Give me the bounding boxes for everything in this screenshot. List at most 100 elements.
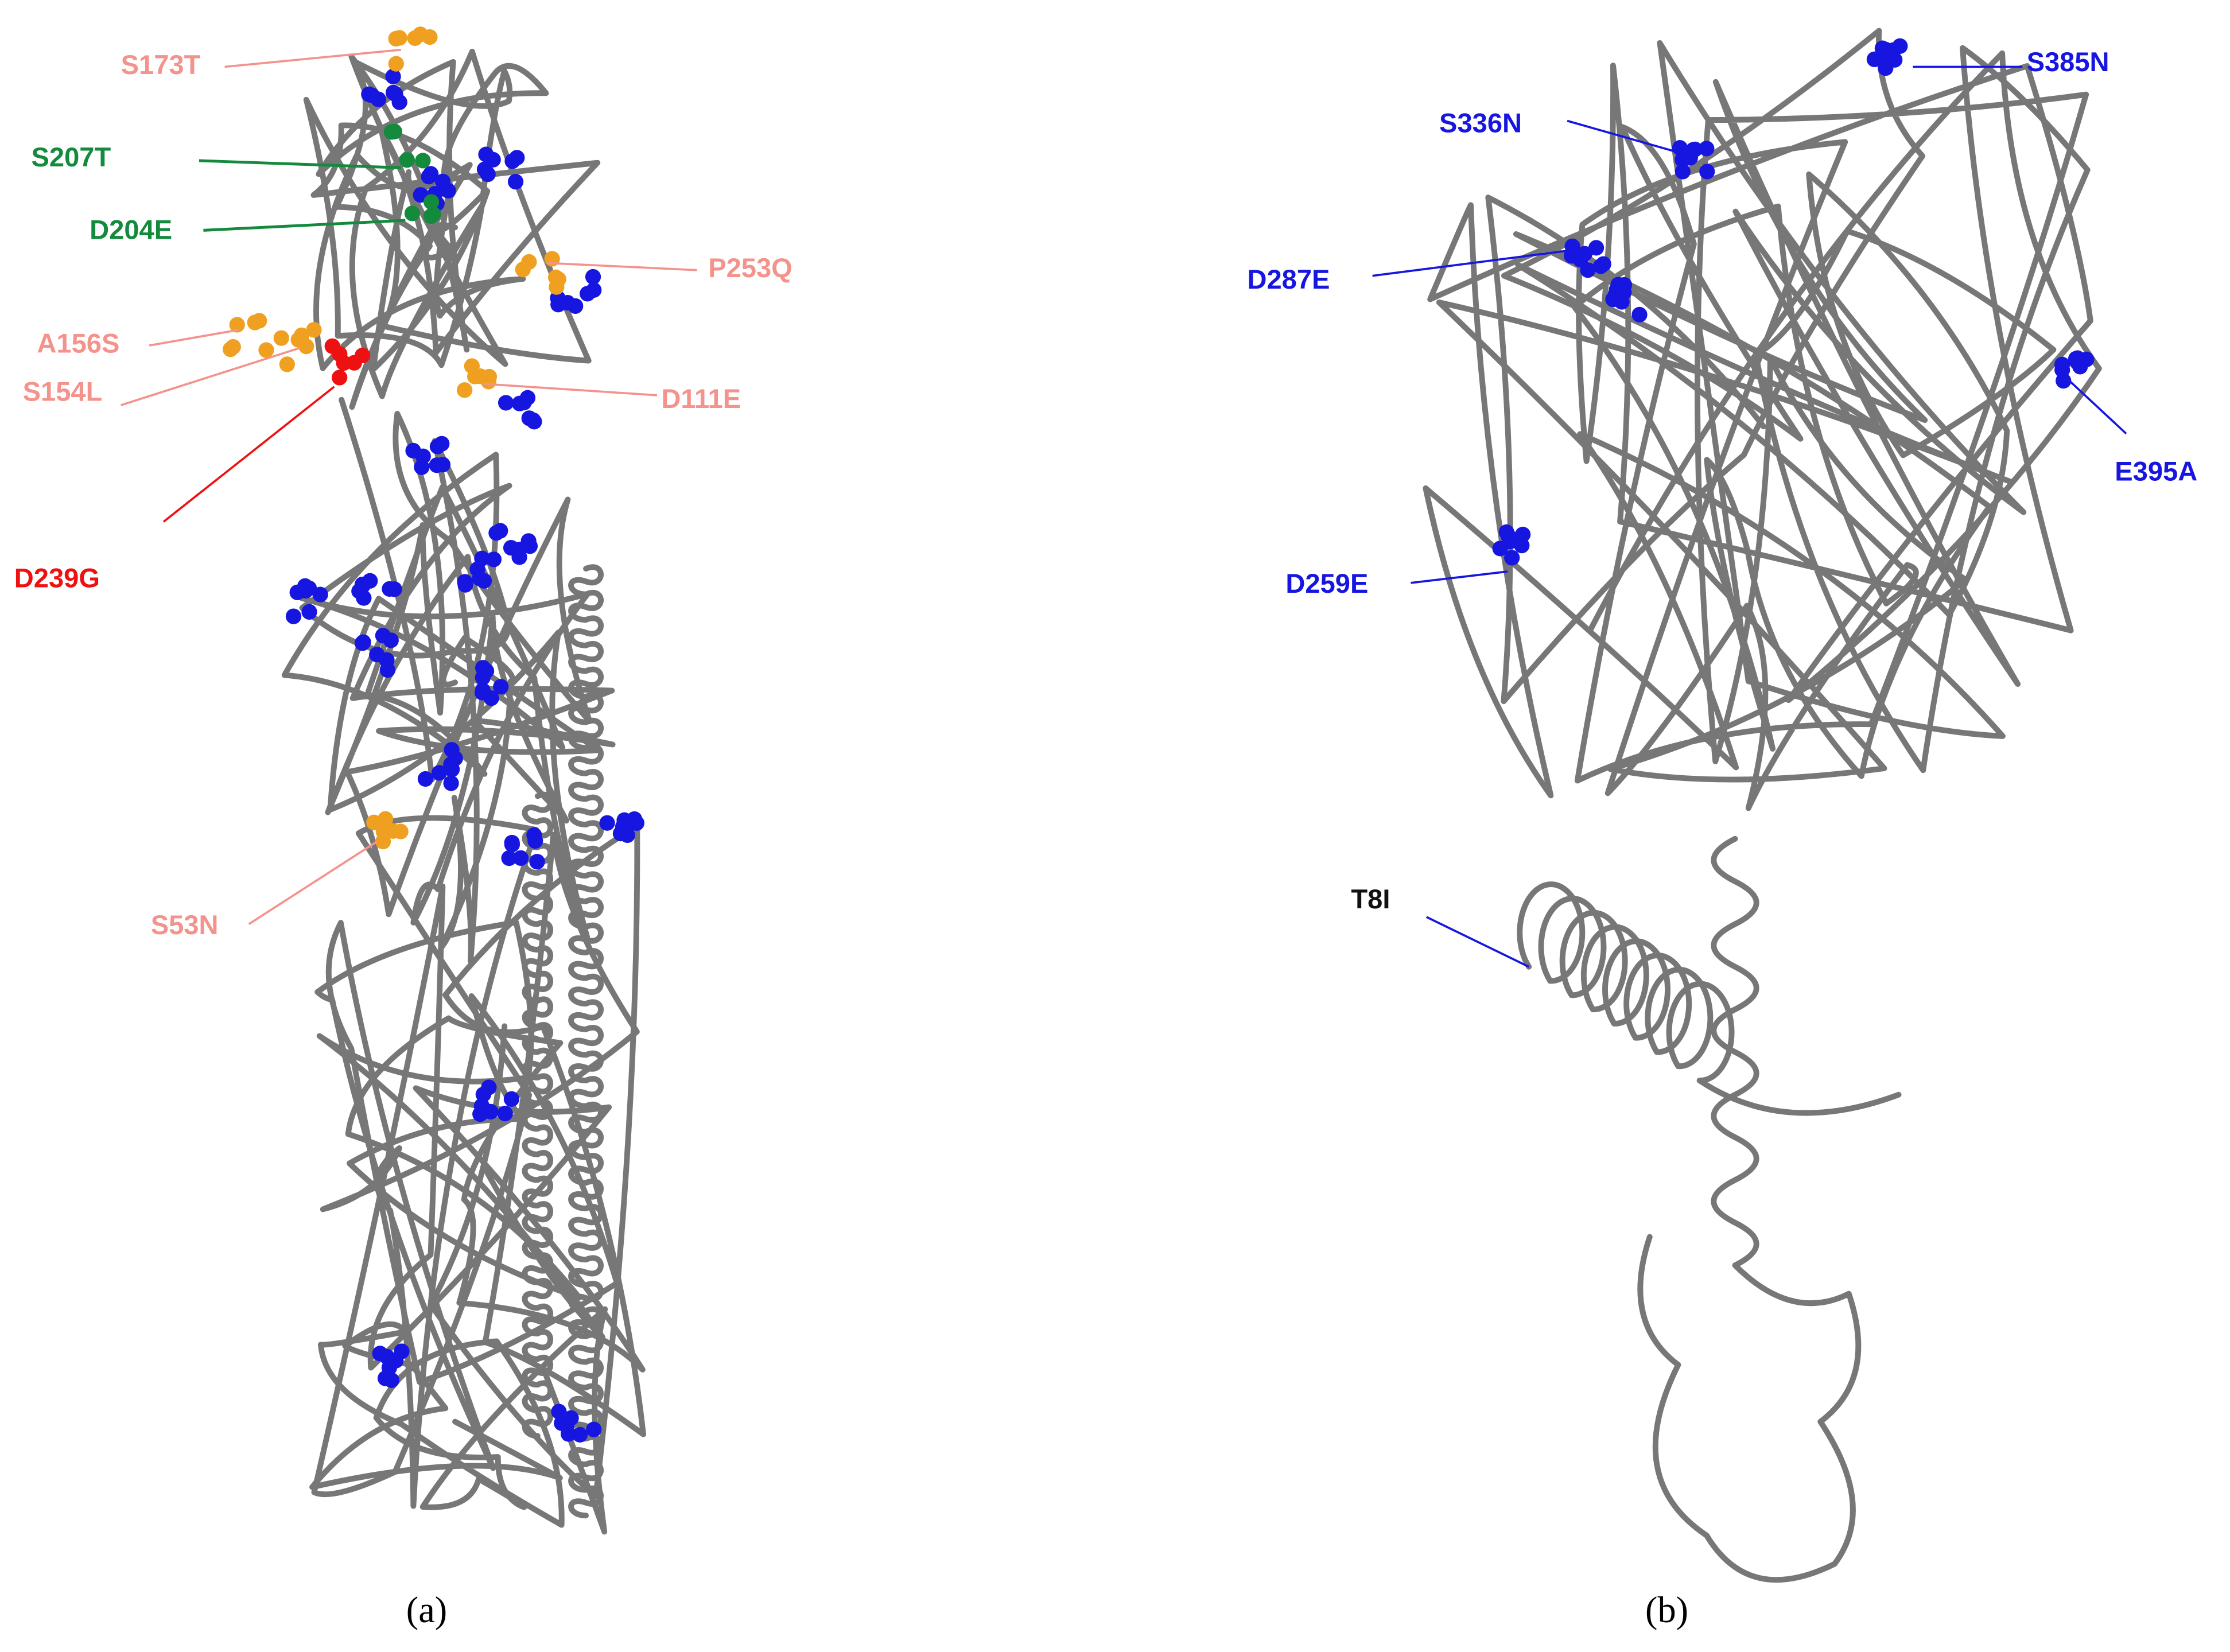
residue-sphere xyxy=(251,313,267,329)
residue-sphere xyxy=(1614,294,1630,310)
residue-sphere xyxy=(372,1346,388,1362)
residue-sphere xyxy=(447,751,463,767)
residue-sphere xyxy=(456,382,473,398)
residue-sphere xyxy=(375,824,392,840)
mutation-label: P253Q xyxy=(708,252,792,283)
residue-sphere xyxy=(391,94,407,110)
residue-sphere xyxy=(568,298,584,314)
residue-sphere xyxy=(485,551,502,567)
residue-sphere xyxy=(285,608,302,624)
residue-sphere xyxy=(423,166,439,182)
residue-sphere xyxy=(1675,151,1691,168)
residue-sphere xyxy=(332,346,348,362)
mutation-label: E395A xyxy=(2115,456,2197,486)
residue-sphere xyxy=(1631,306,1648,322)
residue-sphere xyxy=(1675,164,1691,180)
residue-sphere xyxy=(289,584,305,601)
labels-b: S385N S336N D287E E395A D259E T8I xyxy=(1247,46,2197,914)
residue-sphere xyxy=(1502,534,1518,550)
ribbon xyxy=(309,1306,608,1535)
residue-sphere xyxy=(229,317,245,333)
mutation-label: D204E xyxy=(90,214,172,244)
residue-sphere xyxy=(407,30,423,46)
residue-sphere xyxy=(497,1105,513,1122)
residue-sphere xyxy=(369,647,385,663)
residue-sphere xyxy=(355,634,371,650)
residue-sphere xyxy=(1892,38,1908,54)
residue-sphere xyxy=(375,628,391,644)
residue-spheres xyxy=(222,26,2095,1443)
residue-sphere xyxy=(585,269,601,285)
mutation-label: S173T xyxy=(121,49,201,80)
residue-sphere xyxy=(279,356,295,372)
mutation-label: D259E xyxy=(1285,568,1368,598)
residue-sphere xyxy=(355,347,371,364)
residue-sphere xyxy=(399,152,415,168)
residue-sphere xyxy=(366,814,382,830)
residue-sphere xyxy=(414,459,430,475)
helix xyxy=(1517,881,1902,1116)
residue-sphere xyxy=(301,604,317,620)
residue-sphere xyxy=(485,151,501,168)
residue-sphere xyxy=(1588,240,1604,256)
residue-sphere xyxy=(423,208,439,224)
residue-sphere xyxy=(417,771,434,787)
residue-sphere xyxy=(222,341,239,357)
residue-sphere xyxy=(586,1421,602,1437)
residue-sphere xyxy=(474,550,490,566)
residue-sphere xyxy=(501,850,517,866)
residue-sphere xyxy=(599,815,615,831)
ribbon xyxy=(303,48,601,410)
residue-sphere xyxy=(475,682,491,698)
residue-sphere xyxy=(476,573,492,589)
residue-sphere xyxy=(386,581,402,597)
residue-sphere xyxy=(415,153,431,169)
mutation-label: D287E xyxy=(1247,264,1330,294)
helix xyxy=(522,791,553,1439)
residue-sphere xyxy=(298,339,314,355)
residue-sphere xyxy=(507,174,524,190)
ribbon xyxy=(1423,28,2102,811)
residue-sphere xyxy=(434,436,450,452)
residue-sphere xyxy=(480,166,496,182)
residue-sphere xyxy=(529,854,545,870)
residue-sphere xyxy=(519,390,536,406)
labels-a: S173T S207T D204E P253Q A156S S154L D111… xyxy=(14,49,792,940)
residue-sphere xyxy=(391,30,407,46)
residue-sphere xyxy=(626,811,643,827)
panel-caption: (a) xyxy=(406,1589,447,1630)
residue-sphere xyxy=(362,573,378,589)
residue-sphere xyxy=(586,282,602,298)
residue-sphere xyxy=(386,123,402,139)
residue-sphere xyxy=(1580,262,1596,278)
residue-sphere xyxy=(1576,246,1593,262)
residue-sphere xyxy=(356,590,372,606)
residue-sphere xyxy=(504,837,520,853)
residue-sphere xyxy=(431,765,448,781)
residue-sphere xyxy=(547,269,564,285)
ribbon xyxy=(1637,835,1862,1583)
mutation-label: S207T xyxy=(32,142,111,172)
mutation-label: D111E xyxy=(661,383,741,414)
residue-sphere xyxy=(483,1103,499,1120)
residue-sphere xyxy=(2054,362,2070,378)
residue-sphere xyxy=(332,370,348,386)
mutation-label: S53N xyxy=(151,909,219,940)
residue-sphere xyxy=(457,577,473,593)
residue-sphere xyxy=(424,194,440,210)
residue-sphere xyxy=(619,827,635,843)
residue-sphere xyxy=(464,358,480,374)
residue-sphere xyxy=(526,827,542,844)
residue-sphere xyxy=(387,1352,404,1369)
residue-sphere xyxy=(1875,49,1891,65)
residue-sphere xyxy=(493,679,509,695)
residue-sphere xyxy=(512,850,529,866)
residue-sphere xyxy=(404,205,421,221)
residue-sphere xyxy=(503,540,519,556)
mutation-label: T8I xyxy=(1351,884,1390,914)
residue-sphere xyxy=(443,775,459,791)
residue-sphere xyxy=(440,182,456,199)
residue-sphere xyxy=(1563,248,1580,264)
